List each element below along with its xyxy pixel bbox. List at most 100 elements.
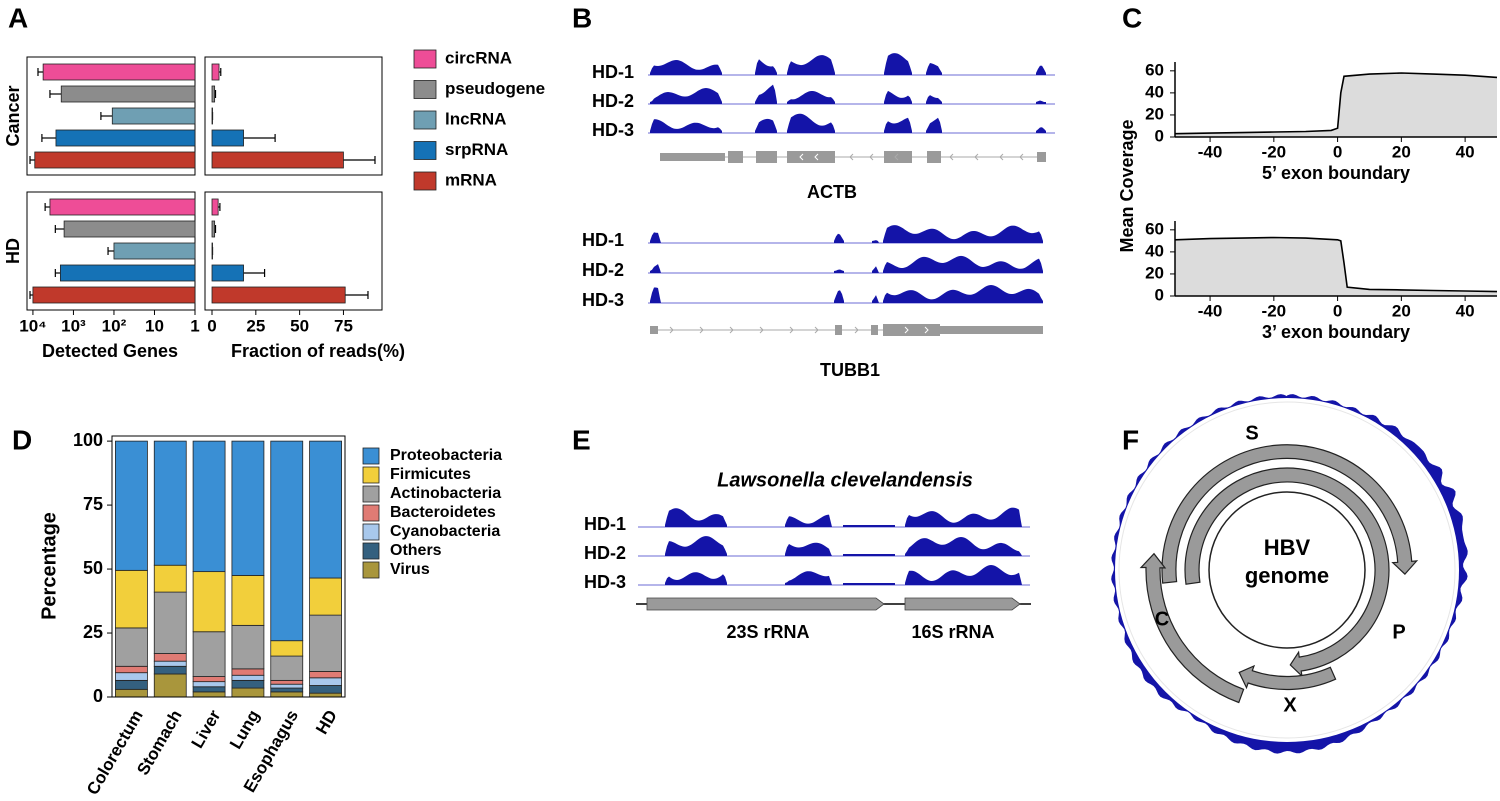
x-tick-label: 20 [1392,142,1411,161]
x-tick-label: -40 [1198,301,1223,320]
bar-segment [153,440,187,566]
bar [49,198,196,216]
bar-segment [153,673,187,698]
strand-arrow [999,153,1004,161]
bar [211,264,244,282]
strand-arrow [904,326,909,334]
x-tick-label: 0 [1333,301,1342,320]
bar [59,264,196,282]
exon [660,153,725,161]
y-tick-label: 0 [1155,285,1164,304]
coverage [872,295,879,303]
x-tick-label: 10² [102,316,127,335]
bar-segment [309,614,342,672]
bar [211,151,344,169]
bar-segment [115,665,148,674]
x-tick-label: -40 [1198,142,1223,161]
legend-swatch [362,447,380,465]
x-tick-label: 10 [145,316,164,335]
group-label: Cancer [3,85,23,146]
bar-segment [115,627,148,667]
bar [111,107,196,125]
orf-label: C [1155,608,1169,630]
coverage [905,565,1022,585]
legend-swatch [413,49,437,69]
exon [927,151,941,163]
bar-segment [192,681,226,688]
y-axis-label: Percentage [38,512,60,620]
legend-label: mRNA [445,170,497,189]
bar [42,63,196,81]
y-tick-label: 40 [1145,82,1164,101]
bar-segment [270,440,304,642]
bar [113,242,196,260]
coverage [834,233,844,243]
bar-segment [231,679,265,689]
bar-segment [115,672,148,681]
coverage [785,542,832,556]
legend-label: Others [390,542,442,559]
bar-segment [231,575,265,626]
strand-arrow [949,153,954,161]
area [1175,73,1497,137]
strand-arrow [669,326,674,334]
exon [835,325,842,335]
coverage [884,90,912,104]
x-tick-label: Colorectum [83,707,147,798]
coverage [787,91,835,104]
legend-swatch [413,80,437,99]
rrna-gene [646,597,885,611]
coverage [650,264,661,273]
bar [211,220,216,238]
x-axis-label: Detected Genes [42,341,178,361]
track-label: HD-3 [592,120,634,140]
exon [650,326,658,334]
coverage [905,507,1022,527]
y-axis-label: Mean Coverage [1117,119,1137,252]
line [1174,236,1498,293]
bar [211,85,216,103]
legend-swatch [413,141,437,160]
genome-label: HBV [1264,535,1311,560]
x-tick-label: HD [312,707,341,738]
coverage [665,508,727,527]
genome-core [1208,491,1366,649]
strand-arrow [974,153,979,161]
legend-label: lncRNA [445,109,506,128]
x-tick-label: 10⁴ [19,316,46,335]
x-axis-label: 5’ exon boundary [1262,163,1410,183]
genome-inner [1118,401,1456,739]
coverage [665,572,727,585]
panel-letter: F [1122,424,1139,455]
y-tick-label: 0 [93,686,103,706]
area [1175,237,1497,296]
plot-frame [204,56,383,176]
line [1174,72,1498,135]
bar-segment [153,660,187,667]
bar-segment [270,640,304,657]
exon [756,151,777,163]
panel-letter: B [572,2,592,33]
coverage [834,290,844,303]
genome-label: genome [1245,563,1329,588]
strand-arrow [869,153,874,161]
x-tick-label: 75 [334,316,353,335]
bar-segment [231,624,265,670]
bar [34,151,196,169]
bar [32,286,196,304]
x-tick-label: 25 [246,316,265,335]
coverage [884,53,912,75]
bar-segment [115,440,148,571]
coverage [650,287,661,303]
strand-arrow [759,326,764,334]
plot-frame [204,191,383,311]
coverage [872,240,879,243]
coverage [650,88,722,104]
bar-segment [309,685,342,694]
strand-arrow [699,326,704,334]
bar-segment [270,687,304,693]
coverage [785,571,832,585]
y-tick-label: 20 [1145,263,1164,282]
legend-label: Actinobacteria [390,485,501,502]
